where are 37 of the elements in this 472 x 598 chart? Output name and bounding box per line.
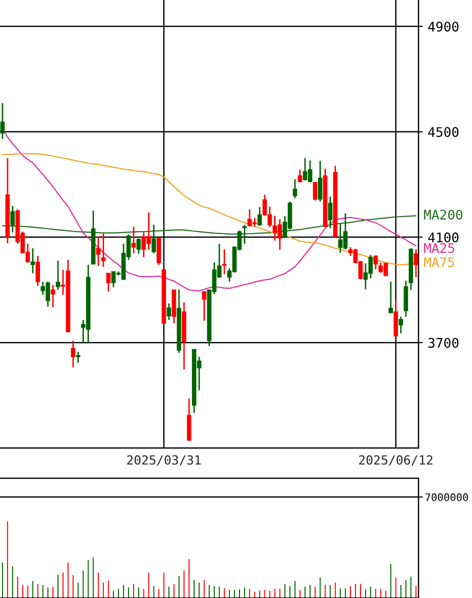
y-tick-label: 7000000 bbox=[425, 493, 468, 502]
candlestick bbox=[50, 284, 56, 308]
candlestick bbox=[136, 238, 141, 254]
candlestick bbox=[152, 224, 156, 254]
candlestick bbox=[0, 102, 5, 140]
candlestick bbox=[312, 182, 318, 202]
candlestick bbox=[10, 205, 15, 234]
candlestick bbox=[298, 169, 302, 184]
candlestick bbox=[373, 255, 378, 270]
candlestick bbox=[242, 224, 247, 244]
y-tick-label: 3700 bbox=[428, 338, 458, 348]
candlestick bbox=[257, 206, 262, 227]
x-tick-label: 2025/06/12 bbox=[359, 455, 432, 466]
candlestick bbox=[70, 340, 76, 368]
candlestick bbox=[76, 351, 80, 364]
series-label: MA200 bbox=[424, 210, 462, 220]
candlestick bbox=[404, 280, 408, 318]
candlestick bbox=[166, 302, 172, 321]
candlestick bbox=[222, 248, 227, 275]
y-tick-label: 4100 bbox=[428, 232, 458, 242]
y-tick-label: 4900 bbox=[428, 22, 458, 32]
candlestick bbox=[318, 160, 322, 202]
series-label: MA75 bbox=[424, 257, 454, 268]
candlestick bbox=[131, 226, 136, 254]
series-label: MA25 bbox=[424, 243, 454, 254]
candlestick bbox=[30, 248, 35, 274]
y-tick-label: 4500 bbox=[428, 127, 458, 137]
candlestick bbox=[101, 233, 106, 268]
candlestick bbox=[106, 272, 111, 292]
candlestick bbox=[36, 255, 40, 287]
candlestick bbox=[202, 291, 206, 322]
candlestick bbox=[398, 316, 404, 334]
candlestick bbox=[388, 281, 393, 314]
candlestick bbox=[328, 196, 332, 229]
candlestick bbox=[96, 236, 101, 267]
candlestick bbox=[414, 248, 418, 278]
x-tick-label: 2025/03/31 bbox=[127, 455, 201, 466]
